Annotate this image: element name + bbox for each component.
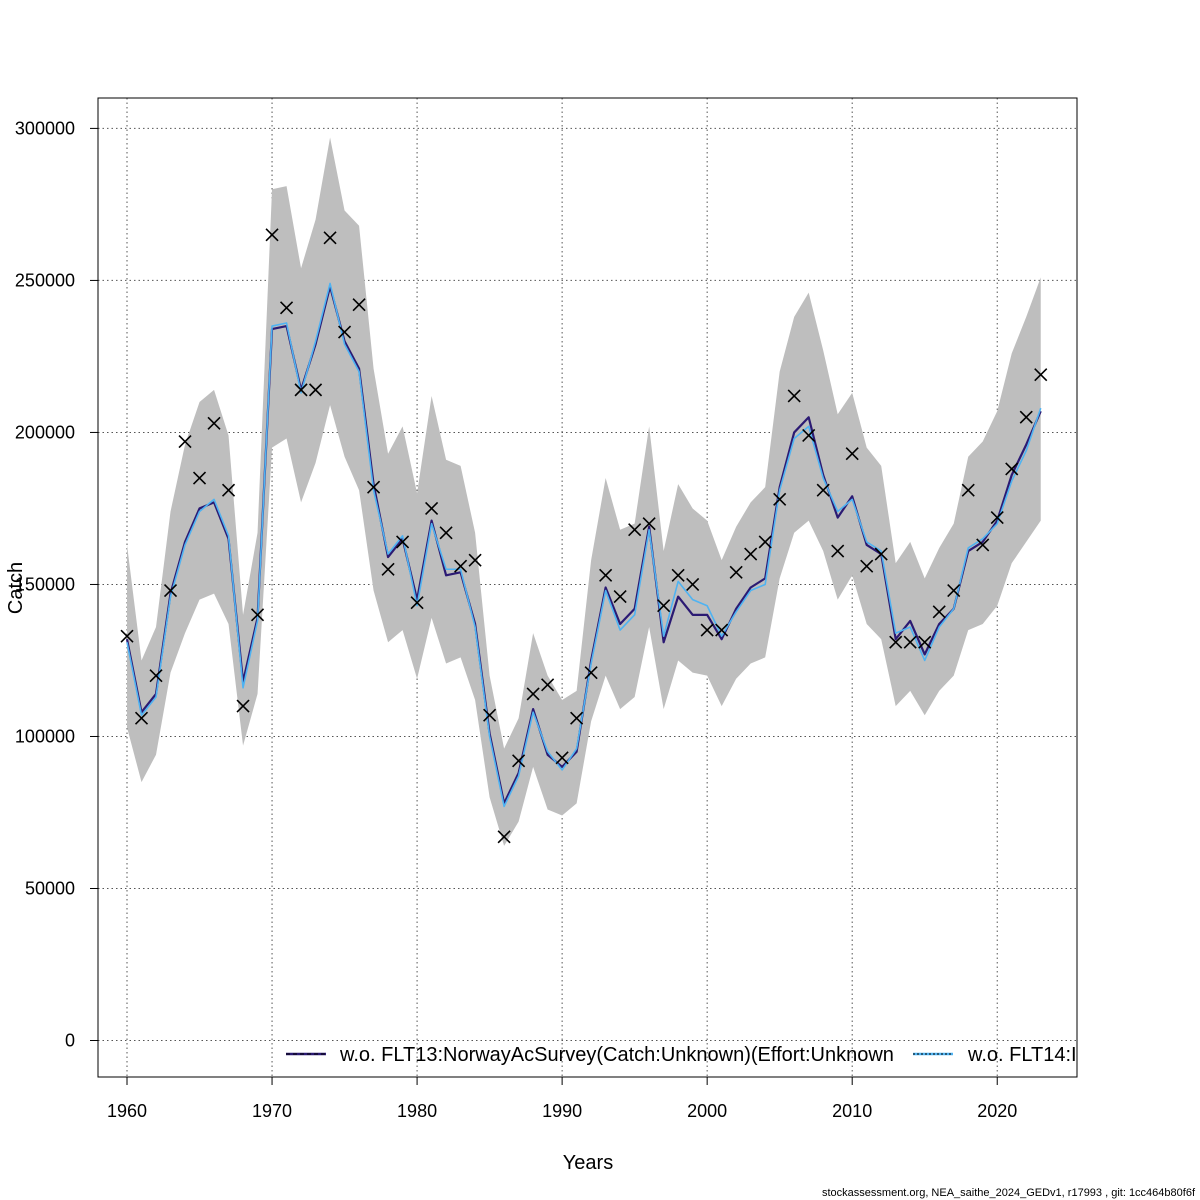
y-axis: 0 50000 100000 150000 200000 250000 300000 (15, 118, 98, 1051)
observed-point (352, 298, 366, 312)
footer-credit: stockassessment.org, NEA_saithe_2024_GED… (822, 1187, 1196, 1199)
x-tick-label: 1980 (397, 1101, 437, 1121)
observed-point (149, 669, 163, 683)
observed-point (613, 590, 627, 604)
observed-point (686, 577, 700, 592)
observed-point (874, 547, 888, 561)
x-axis: 1960 1970 1980 1990 2000 2010 2020 (107, 1076, 1017, 1121)
observed-point (526, 687, 540, 701)
observed-point (236, 699, 250, 713)
confidence-band (127, 137, 1041, 846)
observed-point (265, 228, 279, 242)
x-tick-label: 2020 (977, 1101, 1017, 1121)
observed-point (657, 599, 671, 613)
x-tick-label: 1970 (252, 1101, 292, 1121)
observed-point (773, 492, 787, 506)
observed-point (570, 711, 584, 725)
observed-point (178, 434, 192, 449)
observed-point (134, 711, 149, 725)
observed-point (468, 553, 482, 567)
observed-point (337, 325, 352, 339)
series-lines (125, 282, 1042, 808)
observed-point (454, 559, 468, 573)
observed-point (599, 568, 613, 582)
observed-point (918, 635, 932, 649)
observed-point (744, 547, 758, 561)
observed-point (700, 623, 714, 637)
observed-point (381, 562, 395, 576)
observed-point (584, 666, 598, 680)
x-tick-label: 2010 (832, 1101, 872, 1121)
observed-point (860, 559, 874, 573)
observed-points (120, 228, 1048, 844)
observed-point (367, 480, 381, 494)
y-tick-label: 100000 (15, 726, 75, 746)
observed-point (1019, 410, 1033, 424)
observed-point (831, 544, 845, 558)
observed-point (279, 301, 294, 315)
y-axis-label: Catch (5, 562, 27, 614)
observed-point (802, 428, 816, 443)
observed-point (932, 605, 946, 619)
observed-point (642, 517, 656, 531)
observed-point (889, 635, 903, 649)
observed-point (729, 565, 743, 579)
observed-point (294, 383, 308, 397)
observed-point (497, 830, 511, 844)
observed-point (120, 629, 134, 643)
observed-point (483, 708, 497, 722)
observed-point (221, 483, 236, 497)
observed-point (425, 501, 439, 516)
y-tick-label: 250000 (15, 270, 75, 290)
legend-label-2: w.o. FLT14:I (967, 1044, 1077, 1066)
observed-point (1005, 462, 1019, 476)
observed-point (207, 416, 221, 430)
series-line-2 (126, 282, 1042, 808)
y-tick-label: 50000 (25, 878, 75, 898)
observed-point (715, 623, 729, 637)
observed-point (323, 231, 337, 245)
observed-point (787, 389, 801, 403)
observed-point (555, 751, 569, 765)
observed-point (541, 678, 555, 692)
legend: w.o. FLT13:NorwayAcSurvey(Catch:Unknown)… (286, 1044, 1077, 1066)
y-tick-label: 200000 (15, 422, 75, 442)
observed-point (758, 535, 772, 549)
observed-point (816, 483, 830, 497)
observed-point (671, 568, 685, 582)
observed-point (1034, 368, 1048, 382)
x-tick-label: 2000 (687, 1101, 727, 1121)
x-tick-label: 1960 (107, 1101, 147, 1121)
observed-point (250, 608, 265, 622)
observed-point (192, 471, 207, 485)
observed-point (845, 447, 859, 461)
observed-point (396, 535, 410, 549)
observed-point (439, 526, 453, 540)
observed-point (903, 635, 917, 649)
y-tick-label: 150000 (15, 574, 75, 594)
x-tick-label: 1990 (542, 1101, 582, 1121)
observed-point (961, 483, 975, 497)
grid-lines (98, 98, 1077, 1077)
observed-point (308, 383, 323, 397)
y-tick-label: 300000 (15, 118, 75, 138)
y-tick-label: 0 (65, 1031, 75, 1051)
x-axis-label: Years (563, 1152, 613, 1174)
observed-point (512, 754, 526, 768)
observed-point (947, 583, 961, 598)
observed-point (410, 596, 424, 610)
legend-label-1: w.o. FLT13:NorwayAcSurvey(Catch:Unknown)… (339, 1044, 894, 1066)
observed-point (976, 538, 990, 552)
observed-point (163, 583, 178, 598)
observed-point (990, 511, 1004, 525)
observed-point (628, 523, 642, 537)
